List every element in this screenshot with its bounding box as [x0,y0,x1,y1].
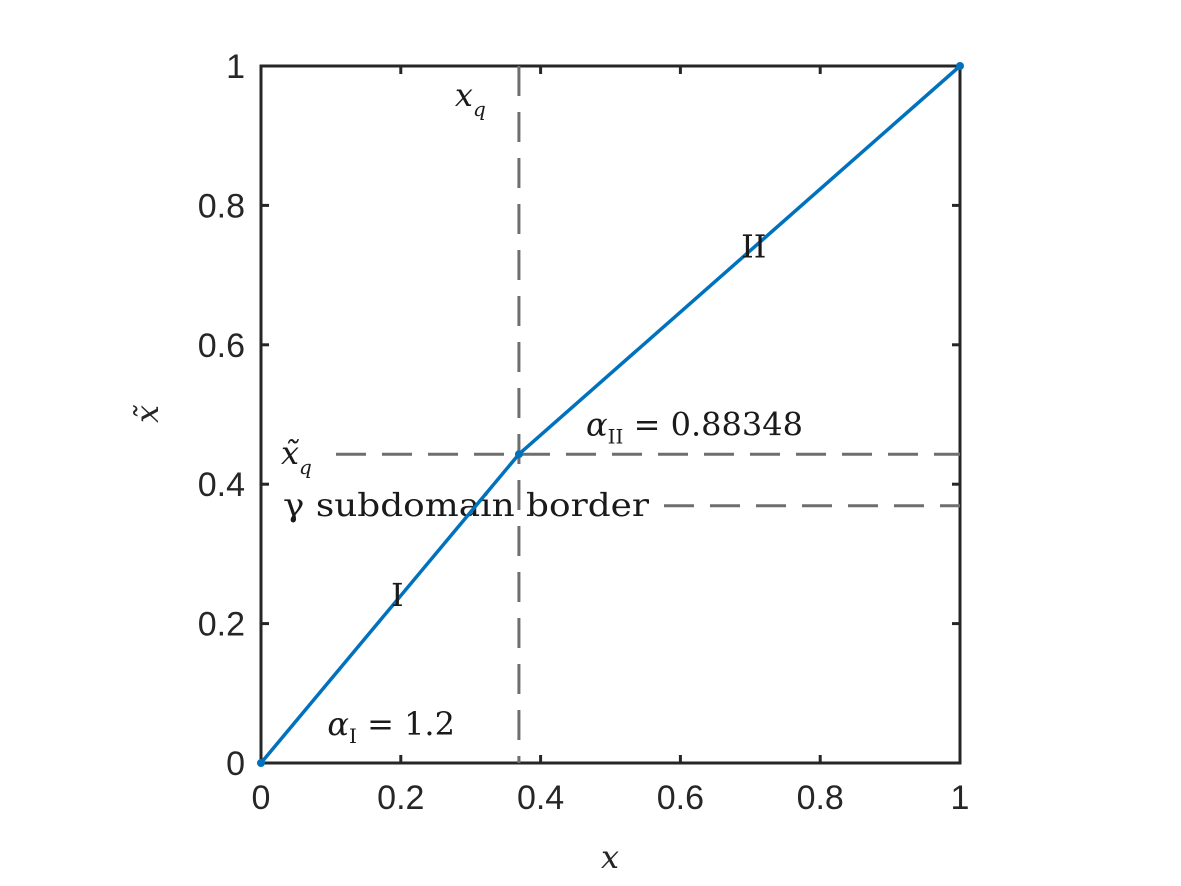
x-tick-label: 0.6 [657,779,704,817]
x-tick-label: 0.8 [797,779,844,817]
y-tick-label: 0 [226,745,245,783]
annotation-label: II [741,228,766,266]
annotation-symbol: α [327,705,349,743]
y-tick-label: 1 [226,48,245,86]
y-tick-label: 0.6 [198,327,245,365]
y-tick-label: 0.2 [198,606,245,644]
x-tick-label: 1 [951,779,970,817]
y-tick-label: 0.4 [198,466,245,504]
y-axis-label: x̃ [128,404,166,423]
annotation-label: I [391,576,404,614]
reference-line-label: x̃q [281,434,312,479]
reference-label-subscript: q [473,97,486,121]
series-layer [257,62,964,767]
ticks-layer: 0 0.2 0.4 0.6 0.8 1 0 0.2 0.4 0.6 0.8 1 [198,48,970,817]
series-point [257,759,265,767]
reference-line-label: xq [455,76,486,121]
x-tick-label: 0.2 [377,779,424,817]
annotation-label: αI = 1.2 [327,705,455,748]
plot-frame [259,64,962,765]
annotation-value: = 1.2 [357,705,455,743]
annotation-value: = 0.88348 [623,405,802,443]
annotation-label: αII = 0.88348 [586,405,803,448]
series-point [956,62,964,70]
annotation-subscript: II [608,424,624,448]
reference-label-main: x [455,76,473,114]
y-tick-label: 0.8 [198,187,245,225]
reference-label-main: x̃ [281,434,300,472]
x-axis-label: x [601,838,619,876]
reference-label-subscript: q [299,455,312,479]
annotation-subscript: I [349,724,357,748]
annotation-symbol: α [586,405,608,443]
series-point [514,450,523,459]
reference-lines-layer: xqx̃qγ subdomain border [281,66,960,763]
x-tick-label: 0 [252,779,271,817]
x-tick-label: 0.4 [517,779,564,817]
